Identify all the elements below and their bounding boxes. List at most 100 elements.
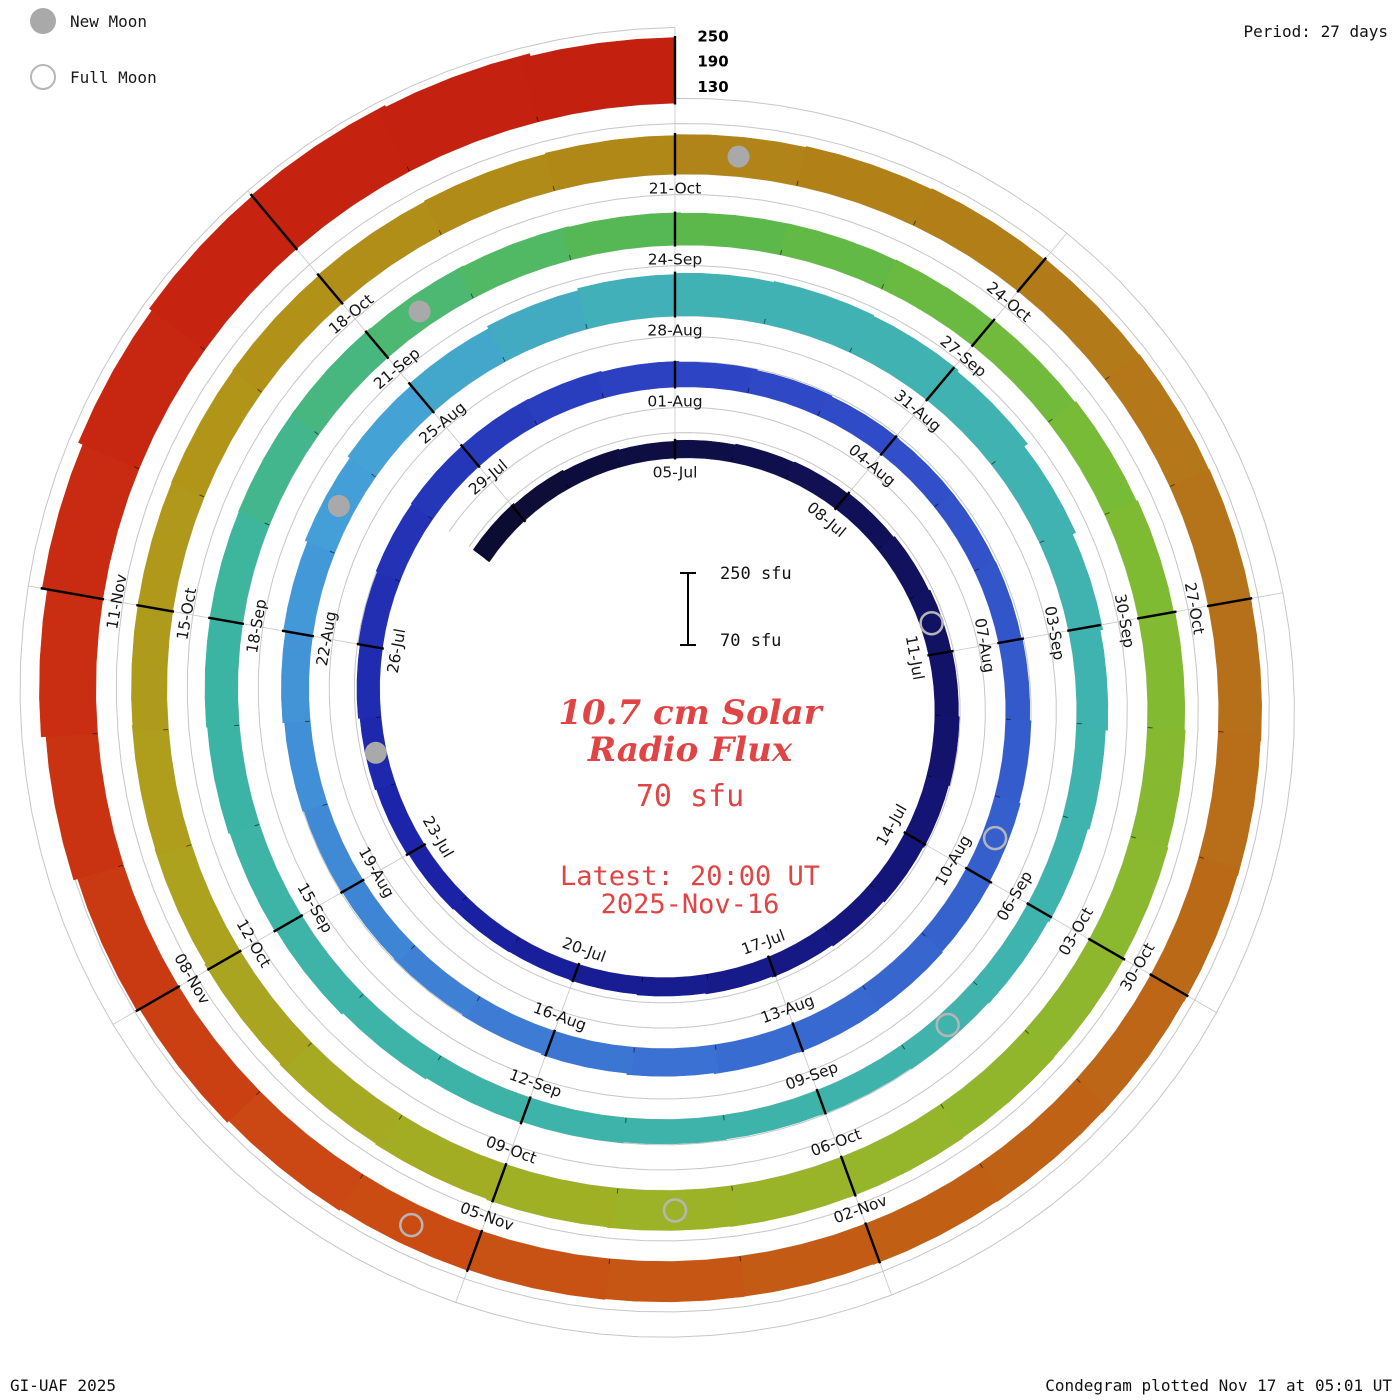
flux-day-segment: [227, 819, 302, 932]
day-tick: [633, 1047, 635, 1053]
day-tick: [1039, 540, 1045, 544]
day-tick: [502, 356, 506, 362]
day-tick: [329, 550, 335, 554]
day-tick: [1104, 512, 1110, 516]
day-tick: [780, 249, 783, 255]
three-day-tick: [903, 831, 927, 846]
day-tick: [921, 932, 926, 937]
day-tick: [1105, 376, 1110, 381]
three-day-tick: [1136, 610, 1177, 620]
flux-day-segment: [998, 638, 1031, 726]
three-day-tick: [519, 1096, 532, 1125]
day-tick: [390, 783, 396, 786]
day-tick: [641, 976, 644, 982]
day-tick: [200, 346, 205, 351]
day-tick: [257, 388, 262, 393]
day-tick: [849, 347, 853, 353]
three-day-tick: [925, 366, 956, 402]
day-tick: [796, 180, 799, 186]
day-tick: [428, 515, 433, 520]
day-tick: [118, 864, 124, 868]
day-tick: [1169, 484, 1175, 487]
day-tick: [1048, 418, 1053, 423]
day-tick: [608, 1258, 611, 1265]
flux-day-segment: [934, 492, 998, 575]
flux-day-segment: [925, 714, 960, 787]
flux-day-segment: [516, 1095, 627, 1144]
flux-day-segment: [835, 1103, 964, 1198]
three-day-tick: [879, 434, 898, 457]
flux-day-segment: [812, 1044, 916, 1116]
three-day-tick: [273, 913, 304, 933]
three-day-tick: [1087, 937, 1126, 961]
three-day-tick: [1206, 597, 1253, 608]
flux-day-segment: [45, 726, 124, 881]
date-label: 15-Oct: [173, 586, 200, 641]
flux-day-segment: [703, 956, 776, 995]
flux-day-segment: [524, 370, 608, 426]
full-moon-marker: [935, 1012, 960, 1038]
date-label: 05-Jul: [653, 464, 698, 482]
flux-day-segment: [1208, 598, 1262, 742]
day-tick: [322, 803, 328, 807]
three-day-tick: [459, 443, 481, 469]
day-tick: [1130, 836, 1136, 839]
day-tick: [862, 985, 867, 991]
scale-bottom-label: 70 sfu: [720, 631, 782, 651]
flux-day-segment: [1129, 727, 1186, 854]
day-tick: [877, 545, 882, 550]
flux-day-segment: [877, 536, 931, 602]
flux-day-segment: [39, 581, 104, 738]
date-label: 22-Aug: [313, 610, 340, 668]
day-tick: [618, 462, 621, 468]
three-day-tick: [136, 603, 175, 613]
three-day-tick: [208, 616, 245, 626]
flux-day-segment: [170, 365, 266, 498]
legend-full-moon: Full Moon: [30, 64, 157, 90]
day-tick: [994, 795, 1000, 798]
day-tick: [869, 883, 875, 888]
baseline-value: 70 sfu: [635, 779, 745, 814]
three-day-tick: [40, 586, 105, 601]
day-tick: [569, 254, 572, 260]
day-tick: [410, 945, 416, 950]
day-tick: [534, 420, 538, 426]
date-label: 26-Jul: [384, 627, 410, 674]
flux-day-segment: [1138, 611, 1186, 736]
credit-label: GI-UAF 2025: [10, 1376, 116, 1395]
flux-day-segment: [283, 716, 328, 812]
three-day-tick: [465, 1229, 484, 1273]
day-tick: [901, 1044, 906, 1050]
three-day-tick: [544, 1029, 557, 1057]
three-day-tick: [927, 649, 954, 657]
flux-scale-label: 190: [697, 53, 728, 71]
flux-scale-label: 130: [697, 78, 728, 96]
flux-day-segment: [458, 226, 577, 299]
flux-day-segment: [1048, 401, 1140, 520]
flux-day-segment: [356, 640, 384, 719]
date-label: 11-Jul: [902, 634, 928, 681]
three-day-tick: [1016, 256, 1048, 293]
chart-title-line2: Radio Flux: [587, 730, 793, 771]
three-day-tick: [964, 866, 993, 884]
footer-label: Condegram plotted Nov 17 at 05:01 UT: [1045, 1376, 1392, 1395]
date-label: 01-Aug: [647, 393, 702, 411]
day-tick: [909, 596, 915, 600]
full-moon-icon: [30, 64, 56, 90]
flux-day-segment: [378, 53, 545, 172]
day-tick: [747, 387, 750, 393]
three-day-tick: [249, 193, 299, 251]
flux-day-segment: [569, 963, 643, 995]
day-tick: [536, 116, 539, 122]
flux-day-segment: [796, 146, 938, 229]
period-label: Period: 27 days: [1243, 22, 1389, 41]
flux-day-segment: [131, 598, 174, 732]
flux-day-segment: [423, 152, 561, 235]
flux-day-segment: [993, 719, 1032, 808]
flux-day-segment: [674, 439, 739, 463]
tick-marks: [40, 35, 1253, 1273]
flux-day-segment: [281, 626, 314, 724]
day-tick: [470, 293, 474, 299]
day-tick: [552, 185, 555, 191]
